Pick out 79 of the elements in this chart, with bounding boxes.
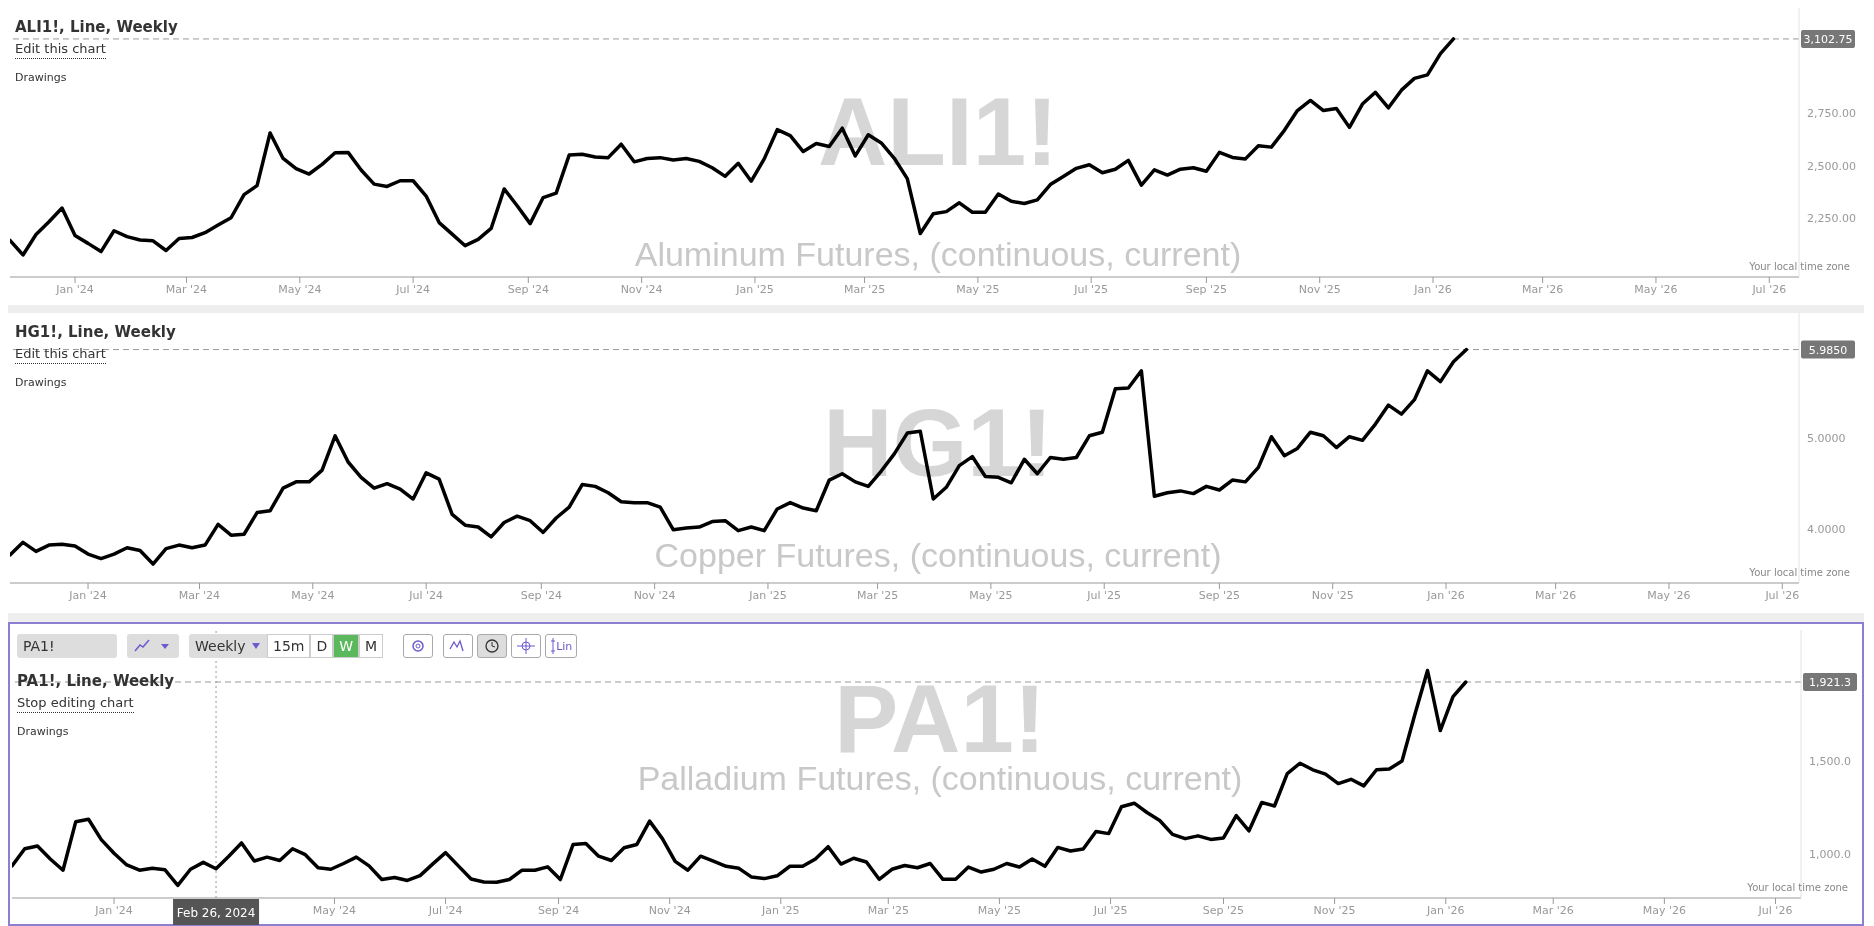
x-tick-label: Jul '25 bbox=[1092, 903, 1128, 917]
x-tick-label: May '24 bbox=[312, 903, 357, 917]
x-tick-label: Nov '25 bbox=[1313, 903, 1356, 917]
x-tick-label: Jan '24 bbox=[55, 282, 94, 296]
x-tick-label: Jan '26 bbox=[1426, 903, 1465, 917]
x-tick-label: Mar '24 bbox=[178, 588, 221, 602]
x-tick-label: Jan '26 bbox=[1413, 282, 1452, 296]
annotation: Stop editing chart bbox=[17, 694, 134, 713]
x-tick-label: May '26 bbox=[1642, 903, 1686, 917]
annotation: Drawings bbox=[17, 725, 70, 738]
x-tick-label: Jul '25 bbox=[1086, 588, 1122, 602]
x-tick-label: Nov '24 bbox=[633, 588, 676, 602]
x-tick-label: Sep '24 bbox=[537, 903, 580, 917]
x-tick-label: Jul '26 bbox=[1757, 903, 1793, 917]
y-tick-label: 2,500.00 bbox=[1807, 159, 1856, 173]
x-tick-label: Sep '24 bbox=[507, 282, 549, 296]
x-tick-label: Jul '24 bbox=[427, 903, 463, 917]
y-tick-label: 2,250.00 bbox=[1807, 212, 1856, 226]
annotation: Drawings bbox=[15, 376, 68, 389]
x-tick-label: Jan '26 bbox=[1426, 588, 1465, 602]
annotation: Your local time zone bbox=[1747, 882, 1848, 893]
x-tick-label: Jan '25 bbox=[735, 282, 774, 296]
annotation: Edit this chart bbox=[15, 40, 106, 59]
x-tick-label: Jan '25 bbox=[748, 588, 787, 602]
x-tick-label: Jul '26 bbox=[1764, 588, 1800, 602]
x-tick-label: Jan '25 bbox=[761, 903, 800, 917]
x-tick-label: Sep '25 bbox=[1185, 282, 1228, 296]
x-tick-label: Sep '25 bbox=[1198, 588, 1241, 602]
x-tick-label: Nov '24 bbox=[648, 903, 691, 917]
interval-dropdown: Weekly bbox=[189, 634, 267, 658]
x-tick-label: Sep '25 bbox=[1202, 903, 1245, 917]
text: PA1!, Line, Weekly bbox=[17, 671, 175, 692]
annotation: Weekly bbox=[195, 638, 246, 654]
x-tick-label: Mar '26 bbox=[1535, 588, 1577, 602]
ref-line-label: 3,102.75 bbox=[1803, 32, 1853, 46]
x-tick-label: May '25 bbox=[956, 282, 1000, 296]
y-tick-label: 1,000.0 bbox=[1809, 847, 1851, 861]
annotation: Drawings bbox=[15, 71, 68, 84]
y-tick-label: 4.0000 bbox=[1807, 522, 1846, 536]
x-tick-label: Jul '24 bbox=[395, 282, 431, 296]
ref-line-label: Feb 26, 2024 bbox=[176, 906, 256, 920]
x-tick-label: Mar '25 bbox=[856, 588, 899, 602]
annotation: Lin bbox=[556, 639, 573, 653]
x-tick-label: Mar '26 bbox=[1521, 282, 1564, 296]
x-tick-label: Nov '24 bbox=[620, 282, 663, 296]
x-tick-label: Mar '26 bbox=[1532, 903, 1574, 917]
x-tick-label: May '25 bbox=[977, 903, 1022, 917]
x-tick-label: Nov '25 bbox=[1311, 588, 1354, 602]
annotation: Your local time zone bbox=[1749, 261, 1850, 272]
annotation: D bbox=[310, 634, 334, 658]
symbol-field: PA1! bbox=[17, 634, 117, 658]
annotation: Your local time zone bbox=[1749, 567, 1850, 578]
annotation: Edit this chart bbox=[15, 345, 106, 364]
x-tick-label: Jan '24 bbox=[68, 588, 107, 602]
text: HG1!, Line, Weekly bbox=[15, 322, 176, 343]
x-tick-label: Sep '24 bbox=[520, 588, 562, 602]
y-tick-label: 2,750.00 bbox=[1807, 106, 1856, 120]
x-tick-label: May '26 bbox=[1634, 282, 1678, 296]
x-tick-label: May '25 bbox=[969, 588, 1013, 602]
y-tick-label: 5.0000 bbox=[1807, 432, 1846, 446]
ref-line-label: 1,921.3 bbox=[1809, 676, 1851, 690]
x-tick-label: May '26 bbox=[1647, 588, 1691, 602]
annotation: M bbox=[359, 634, 384, 658]
x-tick-label: Jul '24 bbox=[408, 588, 444, 602]
y-tick-label: 1,500.0 bbox=[1809, 754, 1851, 768]
x-tick-label: Mar '24 bbox=[165, 282, 208, 296]
x-tick-label: Jul '25 bbox=[1073, 282, 1109, 296]
annotation: 15m bbox=[267, 634, 311, 658]
x-tick-label: Mar '25 bbox=[867, 903, 909, 917]
x-tick-label: Nov '25 bbox=[1298, 282, 1341, 296]
text: ALI1!, Line, Weekly bbox=[15, 17, 178, 38]
x-tick-label: Jul '26 bbox=[1751, 282, 1787, 296]
line-series bbox=[12, 668, 1468, 888]
ref-line-label: 5.9850 bbox=[1808, 343, 1848, 357]
x-tick-label: Jan '24 bbox=[94, 903, 133, 917]
x-tick-label: May '24 bbox=[291, 588, 335, 602]
annotation: W bbox=[333, 634, 360, 658]
x-tick-label: Mar '25 bbox=[843, 282, 886, 296]
x-tick-label: May '24 bbox=[278, 282, 322, 296]
